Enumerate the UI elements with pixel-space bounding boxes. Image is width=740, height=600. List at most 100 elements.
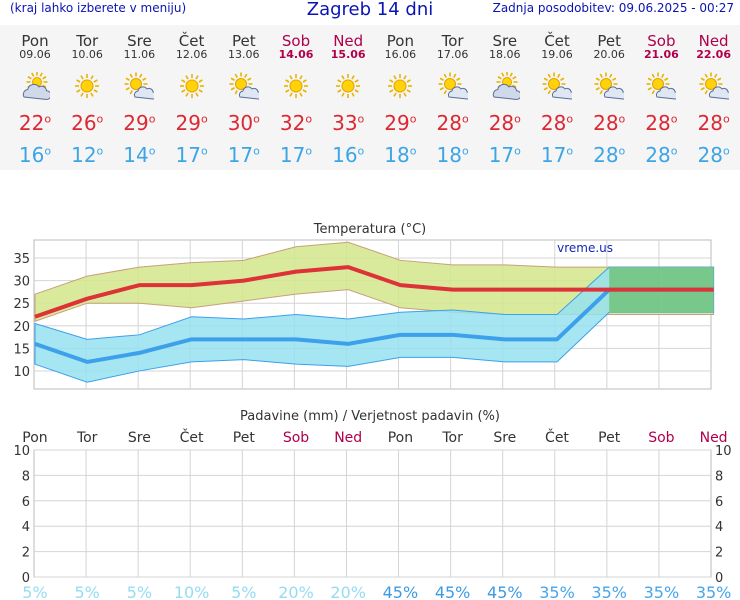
max-range-band: [34, 241, 715, 322]
degree-symbol: o: [566, 144, 574, 158]
x-tick-label: Ned: [334, 430, 362, 446]
precipitation-probability: 45%: [487, 583, 523, 600]
day-date: 11.06: [123, 48, 156, 61]
day-name: Čet: [544, 32, 570, 50]
min-temperature: 28o: [635, 143, 687, 167]
min-temperature: 17o: [218, 143, 270, 167]
y-tick-label-right: 6: [715, 495, 723, 510]
day-name: Sob: [647, 32, 676, 50]
x-tick-label: Čet: [180, 428, 204, 446]
y-tick-label: 6: [22, 495, 30, 510]
day-date: 17.06: [436, 48, 469, 61]
min-temperature: 18o: [427, 143, 479, 167]
y-tick-label-right: 10: [715, 444, 732, 459]
chart-title: Temperatura (°C): [313, 222, 426, 237]
min-temperature: 17o: [270, 143, 322, 167]
precipitation-probability: 10%: [174, 583, 210, 600]
degree-symbol: o: [357, 144, 365, 158]
degree-symbol: o: [253, 112, 260, 126]
y-tick-label: 0: [22, 571, 30, 586]
y-tick-label: 25: [13, 297, 30, 312]
max-temperature-value: 28: [488, 111, 515, 135]
day-date: 20.06: [593, 48, 625, 61]
degree-symbol: o: [514, 144, 521, 158]
precipitation-probability: 20%: [330, 583, 366, 600]
min-temperature: 17o: [531, 143, 583, 167]
day-name: Čet: [178, 32, 205, 50]
location-menu-hint[interactable]: (kraj lahko izberete v meniju): [10, 1, 187, 15]
sun-cloud-icon: [594, 72, 628, 102]
max-temperature-value: 22: [18, 111, 45, 135]
sun-cloud-icon: [542, 72, 575, 102]
y-tick-label: 8: [22, 469, 30, 484]
precipitation-probability: 5%: [22, 583, 47, 600]
min-temperature: 14o: [113, 143, 165, 167]
y-tick-label-right: 2: [715, 546, 723, 561]
precipitation-chart: Padavine (mm) / Verjetnost padavin (%) Po…: [13, 409, 732, 600]
degree-symbol: o: [305, 112, 313, 126]
min-temperature: 17o: [166, 143, 218, 167]
degree-symbol: o: [305, 144, 313, 158]
max-temperature: 29o: [374, 111, 426, 135]
max-temperature: 22o: [9, 111, 61, 135]
max-temperature-value: 30: [227, 111, 254, 135]
degree-symbol: o: [670, 112, 678, 126]
day-date: 10.06: [71, 48, 103, 61]
min-temperature: 28o: [583, 143, 635, 167]
min-temperature: 17o: [479, 143, 531, 167]
precipitation-probability: 5%: [127, 583, 152, 600]
x-tick-label: Pet: [233, 430, 256, 446]
max-temperature-value: 28: [697, 111, 723, 135]
sunny-icon: [385, 72, 415, 102]
max-temperature: 32o: [270, 111, 322, 135]
degree-symbol: o: [44, 112, 52, 126]
min-temperature-value: 28: [697, 143, 723, 167]
min-temperature: 16o: [9, 143, 61, 167]
min-temperature-value: 12: [71, 143, 97, 167]
page-title: Zagreb 14 dni: [306, 0, 434, 20]
y-tick-label: 4: [22, 520, 30, 535]
sun-cloud-icon: [438, 72, 471, 102]
x-tick-label: Sre: [128, 430, 151, 446]
y-tick-label: 30: [13, 275, 30, 290]
day-name: Sre: [127, 32, 152, 50]
sunny-icon: [281, 72, 311, 102]
y-tick-label-right: 8: [715, 469, 723, 484]
precipitation-probability: 45%: [383, 583, 419, 600]
max-temperature-value: 32: [279, 111, 306, 135]
max-temperature-value: 29: [384, 111, 410, 135]
precipitation-probability: 5%: [75, 583, 100, 600]
y-tick-label-right: 4: [715, 520, 723, 535]
precipitation-probability: 35%: [539, 583, 575, 600]
degree-symbol: o: [722, 112, 730, 126]
day-date: 16.06: [384, 48, 417, 61]
degree-symbol: o: [96, 144, 104, 158]
degree-symbol: o: [670, 144, 678, 158]
sun-cloud-icon: [229, 72, 262, 102]
day-date: 21.06: [643, 48, 679, 61]
x-tick-label: Ned: [700, 430, 728, 446]
sunny-icon: [72, 72, 102, 102]
day-name: Sob: [281, 32, 311, 50]
y-tick-label: 20: [13, 320, 30, 335]
min-temperature: 16o: [322, 143, 374, 167]
degree-symbol: o: [409, 144, 417, 158]
min-temperature-value: 17: [279, 143, 306, 167]
x-tick-label: Pon: [22, 430, 47, 446]
degree-symbol: o: [44, 144, 52, 158]
max-temperature-value: 29: [123, 111, 149, 135]
x-tick-label: Sre: [493, 430, 516, 446]
y-tick-label: 10: [13, 444, 30, 459]
min-temperature: 28o: [688, 143, 740, 167]
min-temperature-value: 28: [645, 143, 671, 167]
day-name: Pon: [21, 32, 49, 50]
day-date: 22.06: [696, 48, 731, 61]
min-temperature: 18o: [374, 143, 426, 167]
min-temperature-line: [34, 287, 714, 364]
min-temperature-value: 28: [593, 143, 619, 167]
degree-symbol: o: [461, 112, 469, 126]
x-tick-label: Tor: [76, 430, 98, 446]
min-temperature-value: 16: [332, 143, 358, 167]
max-temperature: 33o: [322, 111, 374, 135]
min-temperature-value: 17: [227, 143, 254, 167]
